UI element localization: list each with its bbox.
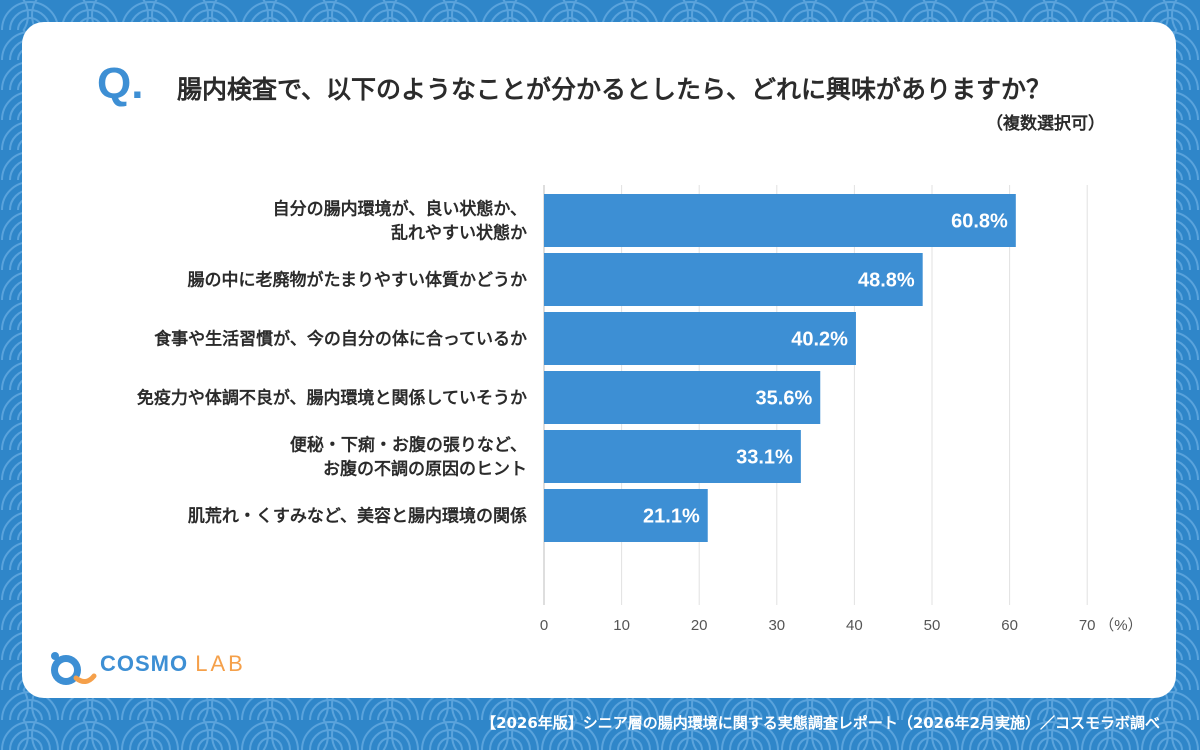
category-label: 自分の腸内環境が、良い状態か、 bbox=[273, 199, 527, 220]
bar bbox=[544, 312, 856, 365]
category-label: 乱れやすい状態か bbox=[391, 223, 527, 244]
x-tick-label: 50 bbox=[924, 617, 941, 634]
logo-wordmark: COSMO LAB bbox=[100, 651, 246, 676]
question-mark-label: Q. bbox=[97, 59, 144, 108]
category-label: 腸の中に老廃物がたまりやすい体質かどうか bbox=[188, 270, 528, 291]
x-tick-label: 20 bbox=[691, 617, 708, 634]
bar-value-label: 35.6% bbox=[756, 388, 813, 410]
category-label: 便秘・下痢・お腹の張りなど、 bbox=[290, 435, 527, 456]
x-axis-unit-label: （%） bbox=[1099, 617, 1142, 634]
bar bbox=[544, 489, 708, 542]
bar-value-label: 60.8% bbox=[951, 211, 1008, 233]
bar bbox=[544, 371, 821, 424]
bar-value-label: 33.1% bbox=[736, 447, 793, 469]
x-tick-label: 40 bbox=[846, 617, 863, 634]
bar-value-label: 40.2% bbox=[791, 329, 848, 351]
category-label: 肌荒れ・くすみなど、美容と腸内環境の関係 bbox=[188, 506, 527, 527]
footer-source: 【2026年版】シニア層の腸内環境に関する実態調査レポート（2026年2月実施）… bbox=[481, 714, 1160, 732]
category-label: 免疫力や体調不良が、腸内環境と関係していそうか bbox=[137, 388, 527, 409]
x-tick-label: 30 bbox=[768, 617, 785, 634]
cosmo-lab-logo-icon bbox=[51, 652, 97, 685]
question-text: 腸内検査で、以下のようなことが分かるとしたら、どれに興味がありますか？ bbox=[177, 75, 1052, 104]
category-label: 食事や生活習慣が、今の自分の体に合っているか bbox=[154, 329, 527, 350]
bar-value-label: 48.8% bbox=[858, 270, 915, 292]
multiple-choice-note: （複数選択可） bbox=[986, 114, 1105, 134]
bar bbox=[544, 430, 801, 483]
x-tick-label: 60 bbox=[1001, 617, 1018, 634]
x-tick-label: 0 bbox=[540, 617, 548, 634]
x-tick-label: 10 bbox=[613, 617, 630, 634]
category-label: お腹の不調の原因のヒント bbox=[323, 459, 527, 480]
x-tick-label: 70 bbox=[1079, 617, 1096, 634]
bar bbox=[544, 253, 923, 306]
bar-value-label: 21.1% bbox=[643, 506, 700, 528]
bar bbox=[544, 194, 1016, 247]
